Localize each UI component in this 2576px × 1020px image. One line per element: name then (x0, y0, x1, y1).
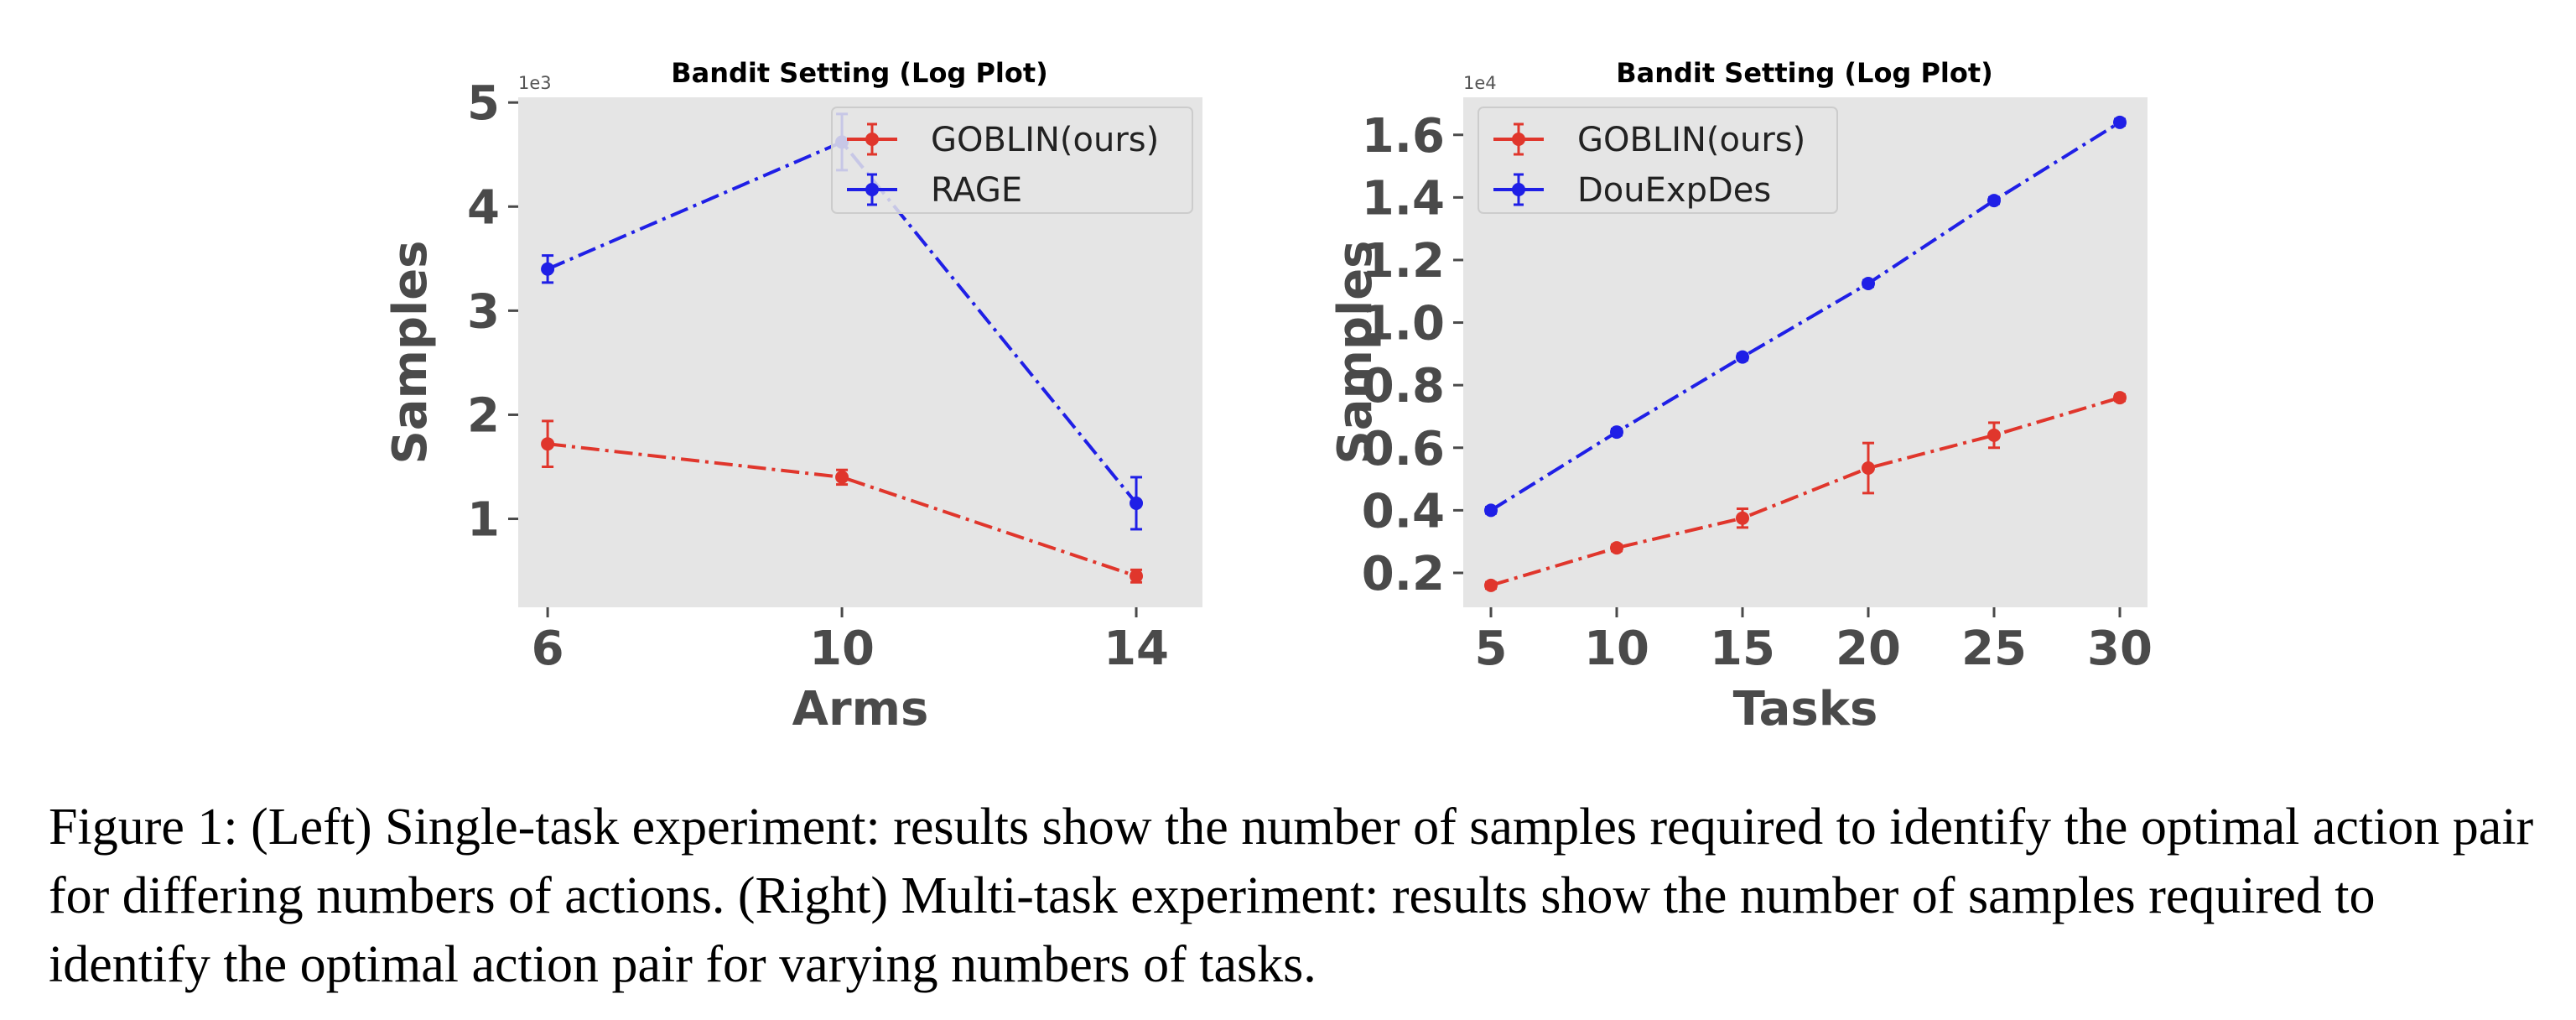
right-series-douexpdes-line (1489, 121, 2122, 513)
right-x-tick-label: 10 (1584, 622, 1649, 676)
right-series-douexpdes-point (1987, 194, 2001, 208)
right-series-douexpdes-point (1484, 503, 1498, 518)
left-legend-swatch-marker (865, 183, 879, 196)
figure-caption: Figure 1: (Left) Single-task experiment:… (49, 799, 2534, 993)
right-chart-title: Bandit Setting (Log Plot) (1616, 57, 1993, 89)
right-series-douexpdes-point (2113, 115, 2127, 129)
left-y-tick-label: 2 (467, 388, 500, 443)
left-series-rage-point (1130, 496, 1144, 510)
left-legend-swatch-marker (865, 133, 879, 146)
right-series-goblin-ours- (1484, 391, 2127, 592)
right-legend-item: GOBLIN(ours) (1493, 121, 1805, 159)
left-y-tick-label: 5 (467, 76, 500, 131)
right-legend-label: GOBLIN(ours) (1577, 121, 1805, 159)
right-y-tick-label: 1.2 (1362, 234, 1445, 289)
left-x-tick-label: 10 (809, 622, 875, 676)
right-y-tick-label: 0.2 (1362, 547, 1445, 601)
left-series-goblin-ours- (541, 419, 1144, 584)
right-series-goblin-ours--point (1987, 428, 2001, 442)
left-series-goblin-ours--point (541, 437, 555, 451)
right-series-goblin-ours--point (1484, 578, 1498, 592)
right-y-tick-label: 0.6 (1362, 422, 1445, 476)
left-legend-label: GOBLIN(ours) (931, 121, 1159, 159)
left-legend-item: RAGE (847, 171, 1022, 210)
left-y-tick-label: 4 (467, 180, 500, 235)
right-legend-item: DouExpDes (1493, 171, 1771, 210)
left-x-tick-label: 6 (532, 622, 564, 676)
right-series-goblin-ours--point (1610, 541, 1623, 555)
left-y-tick-label: 1 (467, 493, 500, 548)
right-series-goblin-ours--point (1736, 511, 1749, 525)
left-series-rage-line (547, 140, 1138, 505)
right-x-tick-label: 20 (1836, 622, 1901, 676)
left-legend-item: GOBLIN(ours) (847, 121, 1159, 159)
right-series-goblin-ours--point (2113, 391, 2127, 405)
left-series-rage-point (541, 262, 555, 276)
right-y-axis-label: Samples (1328, 240, 1383, 464)
right-axis-offset: 1e4 (1463, 73, 1497, 93)
figure-charts: Bandit Setting (Log Plot) 1e3 1 2 3 4 5 6 10 14 Ar… (383, 57, 2153, 736)
left-series-goblin-ours--line (547, 442, 1137, 578)
left-x-tick-label: 14 (1104, 622, 1169, 676)
right-x-tick-label: 5 (1475, 622, 1508, 676)
left-chart-title: Bandit Setting (Log Plot) (671, 57, 1048, 89)
right-series-douexpdes-point (1862, 276, 1875, 290)
left-series-rage (541, 112, 1144, 531)
left-legend-box (831, 107, 1193, 214)
right-series-douexpdes (1484, 115, 2127, 518)
right-legend-label: DouExpDes (1577, 171, 1771, 210)
right-series-goblin-ours--point (1862, 461, 1875, 476)
left-series-goblin-ours--point (835, 470, 849, 484)
right-chart: Bandit Setting (Log Plot) 1e4 0.2 0.4 0.6 0.8… (1328, 57, 2153, 736)
right-series-douexpdes-point (1610, 425, 1623, 440)
left-legend-label: RAGE (931, 171, 1022, 210)
left-series-goblin-ours--point (1130, 569, 1144, 583)
right-legend: GOBLIN(ours) DouExpDes (1478, 107, 1838, 214)
right-y-tick-label: 1.0 (1362, 297, 1445, 351)
left-chart: Bandit Setting (Log Plot) 1e3 1 2 3 4 5 6 10 14 Ar… (383, 57, 1202, 736)
left-axis-offset: 1e3 (518, 73, 552, 93)
left-x-axis-label: Arms (792, 682, 929, 736)
right-legend-swatch-marker (1512, 133, 1525, 146)
right-x-axis-label: Tasks (1733, 682, 1878, 736)
left-y-tick-label: 3 (467, 284, 500, 339)
right-series-goblin-ours--line (1490, 396, 2121, 587)
left-legend: GOBLIN(ours) RAGE (831, 107, 1193, 214)
right-x-tick-label: 25 (1961, 622, 2027, 676)
right-y-tick-label: 1.4 (1362, 171, 1445, 226)
right-legend-swatch-marker (1512, 183, 1525, 196)
left-y-axis-label: Samples (383, 240, 438, 464)
right-x-tick-label: 30 (2087, 622, 2153, 676)
right-legend-box (1478, 107, 1838, 214)
right-y-tick-label: 1.6 (1362, 109, 1445, 164)
right-x-tick-label: 15 (1710, 622, 1775, 676)
right-y-tick-label: 0.8 (1362, 359, 1445, 414)
right-series-douexpdes-point (1736, 350, 1749, 364)
right-y-tick-label: 0.4 (1362, 484, 1445, 539)
